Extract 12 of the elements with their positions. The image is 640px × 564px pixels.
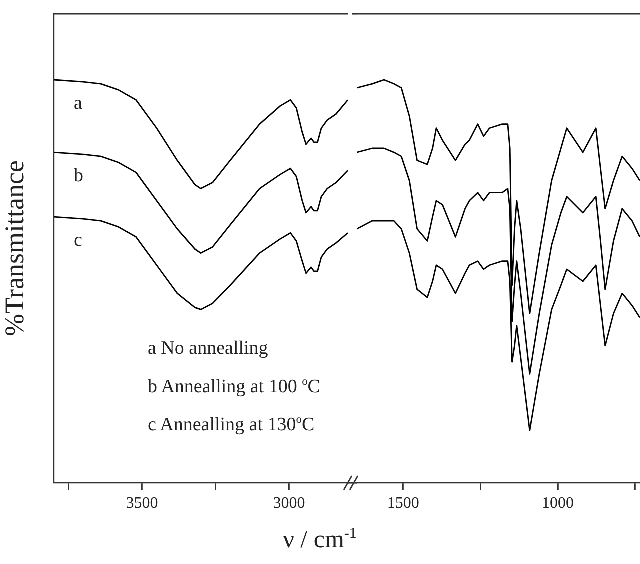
- series-label: b: [74, 166, 84, 187]
- y-axis-title: %Transmittance: [0, 160, 30, 336]
- x-tick-label: 1500: [387, 494, 420, 512]
- x-tick-label: 3500: [126, 494, 158, 512]
- annotation: b Annealling at 100 $^{o}$C: [148, 376, 320, 398]
- x-tick-label: 1000: [542, 494, 574, 512]
- x-axis-title: ν / cm$^{-1}$: [282, 526, 358, 554]
- series-label: a: [74, 92, 83, 114]
- annotation: a No annealling: [148, 338, 268, 360]
- series-label: c: [74, 230, 82, 252]
- x-tick-label: 3000: [273, 494, 306, 512]
- annotation: c Annealling at 130$^{o}$C: [148, 414, 315, 436]
